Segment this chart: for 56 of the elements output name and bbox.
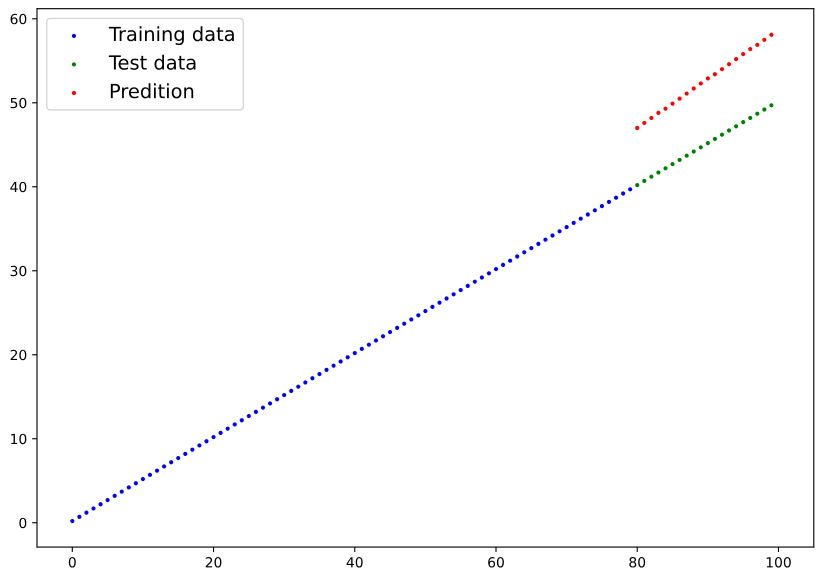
point [706, 141, 710, 146]
x-tick-label: 0 [68, 557, 76, 568]
point [663, 166, 668, 170]
point [678, 158, 682, 162]
point [706, 76, 710, 81]
x-tick-label: 60 [488, 557, 504, 568]
y-tick-label: 40 [10, 182, 26, 192]
y-tick-label: 20 [10, 350, 26, 360]
point [692, 149, 696, 154]
y-tick-label: 50 [10, 98, 26, 108]
point [649, 174, 654, 179]
point [762, 38, 766, 42]
legend-label: Test data [108, 54, 196, 70]
point [635, 183, 640, 188]
point [635, 126, 640, 130]
point [712, 72, 717, 76]
point [642, 120, 646, 126]
x-tick-label: 80 [629, 557, 646, 568]
point [769, 103, 774, 108]
point [734, 124, 738, 128]
legend-label: Training data [108, 26, 234, 46]
point [642, 178, 646, 183]
point [684, 91, 689, 96]
point [698, 145, 703, 150]
point [656, 110, 661, 115]
point [698, 81, 703, 86]
point [726, 62, 732, 66]
point [720, 67, 724, 72]
point [656, 170, 661, 175]
point [762, 107, 766, 112]
point [678, 96, 682, 101]
point [748, 46, 752, 52]
point [670, 162, 675, 166]
point [741, 120, 746, 124]
legend-label: Predition [110, 83, 194, 98]
point [692, 86, 696, 91]
point [720, 132, 724, 137]
y-tick-label: 10 [11, 434, 26, 444]
point [712, 136, 717, 141]
y-tick-label: 0 [19, 518, 26, 528]
point [769, 32, 774, 37]
point [670, 102, 675, 106]
point [734, 57, 738, 62]
point [755, 112, 760, 116]
point [684, 154, 689, 158]
x-tick-label: 20 [206, 557, 222, 568]
point [649, 116, 654, 120]
point [755, 42, 760, 47]
point [663, 106, 668, 111]
point [726, 128, 732, 133]
point [748, 116, 752, 120]
y-tick-label: 30 [10, 266, 26, 276]
point [741, 52, 746, 56]
y-tick-label: 60 [10, 14, 26, 24]
x-tick-label: 40 [346, 557, 363, 568]
x-tick-label: 100 [766, 557, 791, 568]
